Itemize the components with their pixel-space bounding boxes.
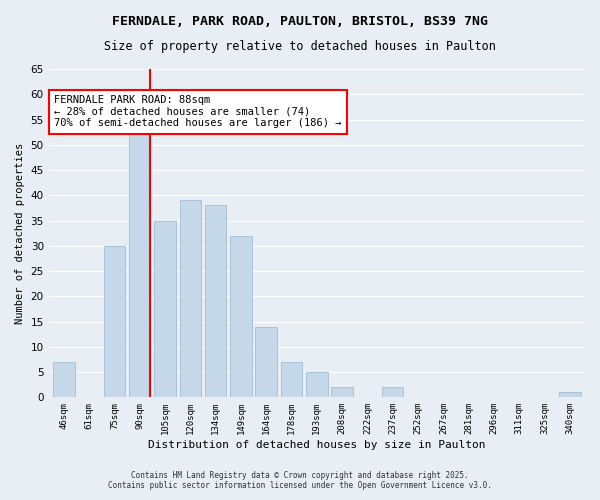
Y-axis label: Number of detached properties: Number of detached properties [15, 142, 25, 324]
Bar [306, 372, 328, 398]
Bar [256, 326, 277, 398]
Bar [331, 387, 353, 398]
Text: Size of property relative to detached houses in Paulton: Size of property relative to detached ho… [104, 40, 496, 53]
Text: FERNDALE, PARK ROAD, PAULTON, BRISTOL, BS39 7NG: FERNDALE, PARK ROAD, PAULTON, BRISTOL, B… [112, 15, 488, 28]
Bar [129, 124, 151, 398]
Bar [559, 392, 581, 398]
Bar [104, 246, 125, 398]
Bar [154, 220, 176, 398]
Text: Contains HM Land Registry data © Crown copyright and database right 2025.
Contai: Contains HM Land Registry data © Crown c… [108, 470, 492, 490]
X-axis label: Distribution of detached houses by size in Paulton: Distribution of detached houses by size … [148, 440, 485, 450]
Bar [230, 236, 251, 398]
Bar [179, 200, 201, 398]
Text: FERNDALE PARK ROAD: 88sqm
← 28% of detached houses are smaller (74)
70% of semi-: FERNDALE PARK ROAD: 88sqm ← 28% of detac… [54, 96, 341, 128]
Bar [53, 362, 74, 398]
Bar [382, 387, 403, 398]
Bar [205, 206, 226, 398]
Bar [281, 362, 302, 398]
